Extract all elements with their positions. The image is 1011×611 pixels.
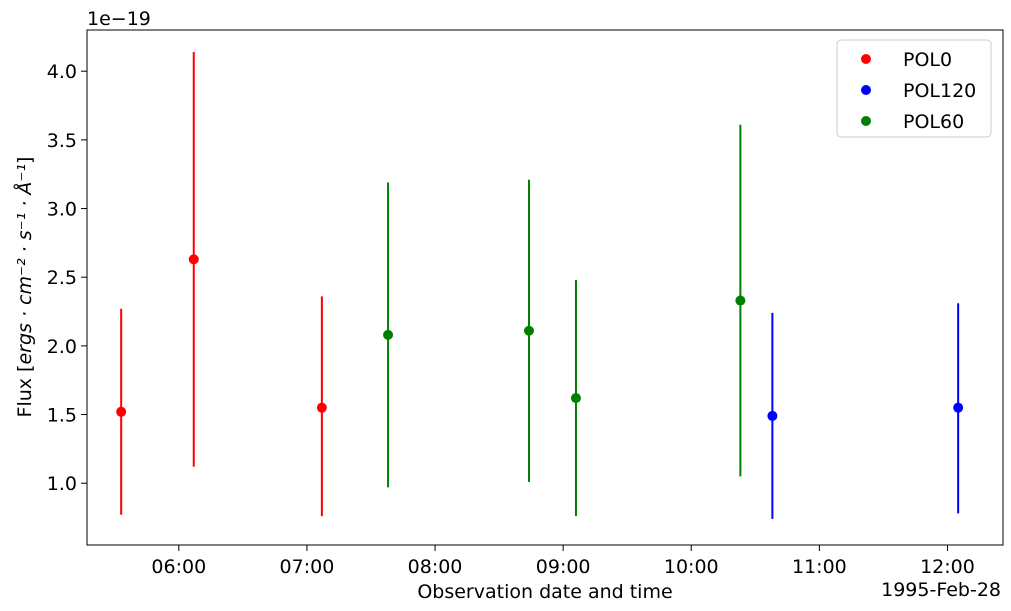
legend-label: POL120	[903, 80, 976, 102]
x-tick-label: 07:00	[280, 556, 335, 578]
data-point	[383, 329, 394, 340]
y-multiplier: 1e−19	[87, 8, 151, 30]
data-point	[188, 254, 199, 265]
y-tick-label: 4.0	[47, 61, 77, 83]
x-tick-label: 10:00	[664, 556, 719, 578]
plot-frame	[86, 29, 1004, 546]
data-point	[116, 406, 127, 417]
x-tick-label: 06:00	[151, 556, 206, 578]
data-point	[767, 410, 778, 421]
y-axis-label-suffix: ]	[14, 157, 36, 164]
date-label: 1995-Feb-28	[881, 579, 1001, 601]
legend-box	[836, 39, 992, 138]
legend-label: POL0	[903, 49, 952, 71]
y-axis-label: Flux [ergs · cm⁻² · s⁻¹ · Å⁻¹]	[13, 157, 36, 418]
data-point	[953, 402, 964, 413]
legend: POL0 POL120 POL60	[836, 39, 992, 138]
x-tick-label: 11:00	[792, 556, 847, 578]
legend-marker	[861, 85, 871, 95]
y-axis-label-units: ergs · cm⁻² · s⁻¹ · Å⁻¹	[13, 164, 36, 365]
x-tick-label: 09:00	[536, 556, 591, 578]
y-tick-label: 2.5	[47, 267, 77, 289]
y-axis: 1.0 1.5 2.0 2.5 3.0 3.5 4.0	[47, 61, 87, 495]
data-point	[316, 402, 327, 413]
x-tick-label: 08:00	[408, 556, 463, 578]
x-axis: 06:00 07:00 08:00 09:00 10:00 11:00 12:00	[151, 545, 975, 578]
y-tick-label: 2.0	[47, 336, 77, 358]
legend-label: POL60	[903, 111, 964, 133]
y-tick-label: 1.5	[47, 405, 77, 427]
x-axis-label: Observation date and time	[417, 581, 672, 603]
y-tick-label: 3.0	[47, 199, 77, 221]
data-marks	[116, 51, 964, 519]
legend-marker	[861, 54, 871, 64]
data-point	[735, 295, 746, 306]
data-point	[570, 393, 581, 404]
legend-marker	[861, 116, 871, 126]
y-tick-label: 1.0	[47, 473, 77, 495]
x-tick-label: 12:00	[920, 556, 975, 578]
y-axis-label-prefix: Flux [	[14, 365, 36, 418]
y-tick-label: 3.5	[47, 130, 77, 152]
data-point	[523, 325, 534, 336]
